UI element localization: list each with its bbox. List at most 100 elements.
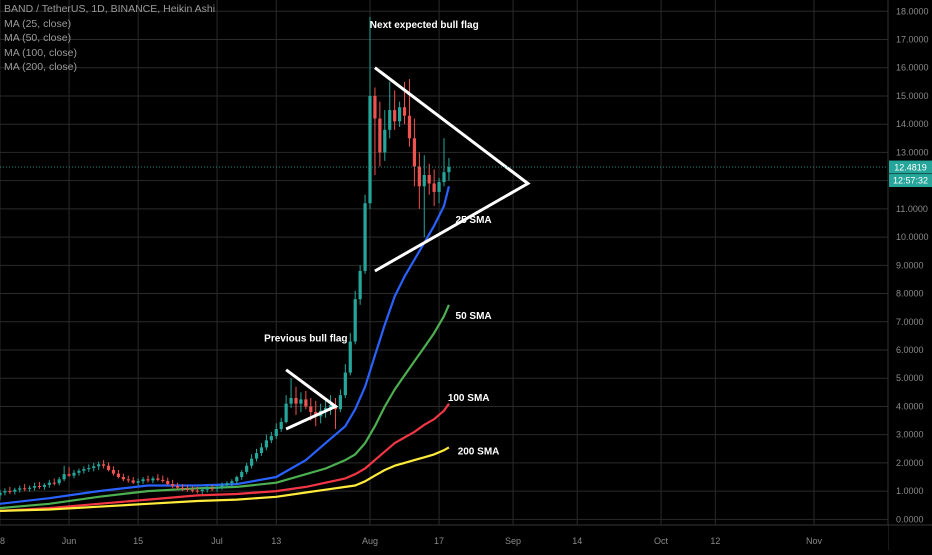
candle-body [126, 479, 130, 481]
candle-body [259, 447, 264, 454]
candle-body [393, 110, 397, 122]
y-tick-label: 18.0000 [896, 6, 929, 16]
x-tick-label: 12 [710, 536, 720, 546]
candle-body [82, 469, 86, 471]
next-flag-triangle [373, 66, 531, 273]
y-tick-label: 13.0000 [896, 147, 929, 157]
candle-body [67, 474, 71, 476]
candle-body [111, 469, 116, 474]
x-tick-label: 15 [133, 536, 143, 546]
last-price-label: 12.4819 [894, 163, 927, 173]
candle-body [161, 479, 165, 481]
candle-body [343, 372, 347, 396]
annotation-sma50: 50 SMA [456, 311, 492, 322]
candle-body [407, 115, 412, 139]
y-tick-label: 17.0000 [896, 35, 929, 45]
annotation-sma25: 25 SMA [456, 215, 492, 226]
candle-body [101, 464, 106, 466]
x-tick-label: 17 [434, 536, 444, 546]
candle-body [378, 118, 382, 153]
y-tick-label: 6.0000 [896, 345, 924, 355]
candle-body [235, 477, 239, 482]
y-tick-label: 9.0000 [896, 260, 924, 270]
annotation-next: Next expected bull flag [370, 20, 479, 31]
candle-body [215, 487, 219, 489]
candle-body [284, 403, 288, 422]
legend-ma25[interactable]: MA (25, close) [4, 17, 72, 30]
candle-body [72, 472, 76, 476]
candle-body [274, 429, 278, 437]
candle-body [348, 341, 352, 373]
candle-body [92, 466, 96, 468]
y-tick-label: 8.0000 [896, 289, 924, 299]
countdown-label: 12:57:32 [893, 176, 928, 186]
candle-body [131, 480, 135, 483]
candle-body [77, 470, 81, 473]
candle-body [121, 477, 125, 480]
candle-body [402, 107, 407, 116]
moving-averages [0, 186, 450, 512]
candle-body [141, 479, 145, 482]
candle-body [432, 183, 436, 192]
candle-body [166, 480, 170, 485]
candle-body [388, 110, 392, 130]
candle-body [269, 436, 273, 441]
ma-line-ma50 [0, 304, 450, 510]
candle-body [47, 482, 51, 485]
ma-line-ma25 [0, 186, 450, 505]
y-tick-label: 3.0000 [896, 430, 924, 440]
candle-body [200, 489, 204, 492]
time-scale [0, 525, 888, 550]
candle-body [180, 487, 185, 489]
candle-body [289, 397, 293, 404]
candle-body [417, 166, 421, 187]
candle-body [363, 203, 367, 271]
x-tick-label: 14 [572, 536, 582, 546]
candle-body [195, 490, 199, 492]
x-tick-label: Nov [806, 536, 823, 546]
legend-ma200[interactable]: MA (200, close) [4, 61, 77, 73]
candle-body [3, 491, 7, 493]
candle-body [220, 485, 224, 488]
annotations: Next expected bull flag Previous bull fla… [264, 20, 499, 457]
ma-line-ma200 [0, 446, 450, 512]
candle-body [279, 421, 283, 430]
candle-body [309, 406, 313, 413]
candle-body [422, 175, 426, 187]
candle-body [52, 482, 56, 484]
y-tick-label: 15.0000 [896, 91, 929, 101]
candle-body [106, 465, 111, 470]
x-tick-label: Jul [211, 536, 223, 546]
candle-body [37, 486, 42, 488]
candle-body [338, 395, 343, 410]
grid [0, 0, 888, 525]
candle-body [353, 299, 357, 342]
candle-body [190, 489, 195, 491]
y-tick-label: 2.0000 [896, 458, 924, 468]
candle-body [156, 478, 160, 480]
candle-body [171, 484, 175, 487]
candle-body [427, 175, 431, 184]
annotation-sma200: 200 SMA [458, 446, 500, 457]
previous-flag-triangle [285, 368, 339, 431]
candle-body [13, 489, 17, 492]
y-tick-label: 7.0000 [896, 317, 924, 327]
y-tick-label: 10.0000 [896, 232, 929, 242]
legend-ma100[interactable]: MA (100, close) [4, 46, 77, 59]
annotation-prev: Previous bull flag [264, 334, 347, 345]
candle-body [373, 95, 377, 119]
x-tick-label: 13 [271, 536, 281, 546]
candle-body [210, 488, 214, 490]
legend-ma50[interactable]: MA (50, close) [4, 32, 72, 44]
y-tick-label: 14.0000 [896, 119, 929, 129]
candle-body [442, 172, 446, 183]
candle-body [97, 464, 101, 467]
candle-body [323, 407, 328, 411]
candles [0, 16, 451, 500]
y-tick-label: 16.0000 [896, 63, 929, 73]
candle-body [328, 405, 333, 408]
chart-title: BAND / TetherUS, 1D, BINANCE, Heikin Ash… [4, 3, 216, 15]
candle-body [146, 479, 150, 481]
